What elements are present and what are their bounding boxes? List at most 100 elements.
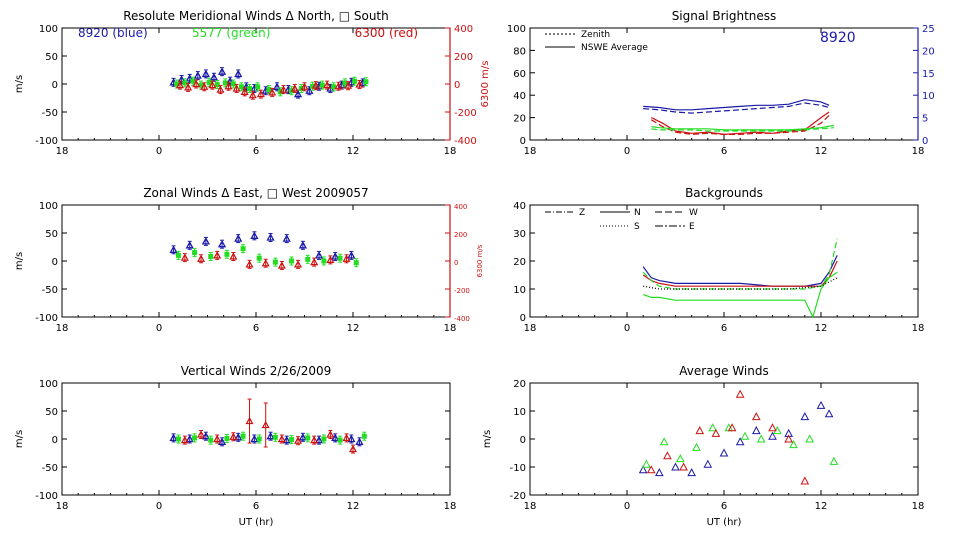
data-point xyxy=(337,255,343,261)
y-tick-label: 20 xyxy=(513,114,526,125)
data-point xyxy=(261,258,270,267)
data-point xyxy=(289,258,295,264)
data-point xyxy=(175,252,181,258)
x-tick-label: 12 xyxy=(347,501,360,512)
data-point xyxy=(197,430,206,438)
data-point xyxy=(277,434,286,443)
data-point xyxy=(234,234,243,242)
data-point xyxy=(201,69,210,78)
legend-label: NSWE Average xyxy=(581,43,648,53)
data-point xyxy=(298,240,307,249)
y2-tick-label: 20 xyxy=(922,46,935,57)
backgrounds-title: Backgrounds xyxy=(685,186,763,200)
y-tick-label: 30 xyxy=(513,229,526,240)
data-point xyxy=(256,89,265,98)
data-point xyxy=(224,435,230,441)
data-point xyxy=(234,432,243,441)
legend-label: Z xyxy=(579,208,585,218)
data-point xyxy=(687,468,697,477)
data-point xyxy=(334,81,343,90)
data-point xyxy=(642,459,651,468)
data-point xyxy=(268,88,277,96)
data-point xyxy=(245,260,254,268)
legend-label: N xyxy=(634,208,641,218)
data-point xyxy=(169,245,178,253)
backgrounds-series-line xyxy=(643,271,838,319)
x-tick-label: 18 xyxy=(912,323,925,334)
y-tick-label: 50 xyxy=(45,229,58,240)
data-point xyxy=(213,434,222,443)
y2-tick-label: 200 xyxy=(454,52,473,63)
vertical-x-axis-label: UT (hr) xyxy=(239,517,274,528)
data-point xyxy=(355,80,364,88)
data-point xyxy=(342,433,351,441)
x-tick-label: 12 xyxy=(815,501,828,512)
average-plot-frame xyxy=(529,382,919,496)
zonal-title: Zonal Winds Δ East, □ West 2009057 xyxy=(143,186,368,200)
data-point xyxy=(208,437,214,443)
data-point xyxy=(784,434,794,443)
data-point xyxy=(272,434,278,440)
y2-tick-label: 400 xyxy=(454,24,473,35)
data-point xyxy=(206,79,212,85)
data-point xyxy=(245,416,254,425)
x-tick-label: 18 xyxy=(444,323,457,334)
y-tick-label: 0 xyxy=(52,435,58,446)
data-point xyxy=(337,437,343,443)
y2-tick-label: -200 xyxy=(454,287,470,295)
data-point xyxy=(198,82,204,88)
brightness-series-line xyxy=(650,114,830,136)
y-tick-label: 80 xyxy=(513,46,526,57)
data-point xyxy=(751,426,761,435)
y-tick-label: 100 xyxy=(507,24,526,35)
data-point xyxy=(310,257,319,266)
data-point xyxy=(185,74,194,82)
data-point xyxy=(222,80,228,86)
meridional-annotation: 8920 (blue) xyxy=(78,26,148,40)
y2-tick-label: 5 xyxy=(922,114,928,125)
data-point xyxy=(289,437,295,443)
data-point xyxy=(175,436,181,442)
data-point xyxy=(200,82,209,90)
data-point xyxy=(789,440,798,449)
y-tick-label: 100 xyxy=(39,201,58,212)
x-tick-label: 6 xyxy=(253,146,259,157)
data-point xyxy=(230,81,236,87)
data-point xyxy=(232,84,241,92)
x-tick-label: 12 xyxy=(815,323,828,334)
data-point xyxy=(229,252,238,260)
x-tick-label: 18 xyxy=(444,146,457,157)
data-point xyxy=(279,85,288,93)
data-point xyxy=(290,84,299,92)
data-point xyxy=(226,76,235,85)
data-point xyxy=(184,83,193,91)
data-point xyxy=(266,431,275,440)
x-tick-label: 0 xyxy=(624,146,630,157)
data-point xyxy=(255,84,261,90)
brightness-series-line xyxy=(651,124,835,131)
data-point xyxy=(176,80,185,89)
data-point xyxy=(355,437,364,445)
y2-tick-label: 25 xyxy=(922,24,935,35)
data-point xyxy=(751,412,761,421)
data-point xyxy=(310,435,319,444)
average-y-axis-label: m/s xyxy=(482,430,493,448)
data-point xyxy=(282,435,291,444)
data-point xyxy=(342,254,351,262)
data-point xyxy=(692,442,701,451)
data-point xyxy=(266,233,275,241)
data-point xyxy=(247,85,253,91)
y-tick-label: -50 xyxy=(42,108,58,119)
data-point xyxy=(272,259,278,265)
x-tick-label: 6 xyxy=(253,323,259,334)
data-point xyxy=(344,81,353,89)
data-point xyxy=(277,261,286,269)
data-point xyxy=(294,260,303,268)
data-point xyxy=(240,433,246,439)
data-point xyxy=(185,434,194,443)
brightness-title: Signal Brightness xyxy=(672,9,777,23)
x-tick-label: 6 xyxy=(253,501,259,512)
y-tick-label: 50 xyxy=(45,407,58,418)
